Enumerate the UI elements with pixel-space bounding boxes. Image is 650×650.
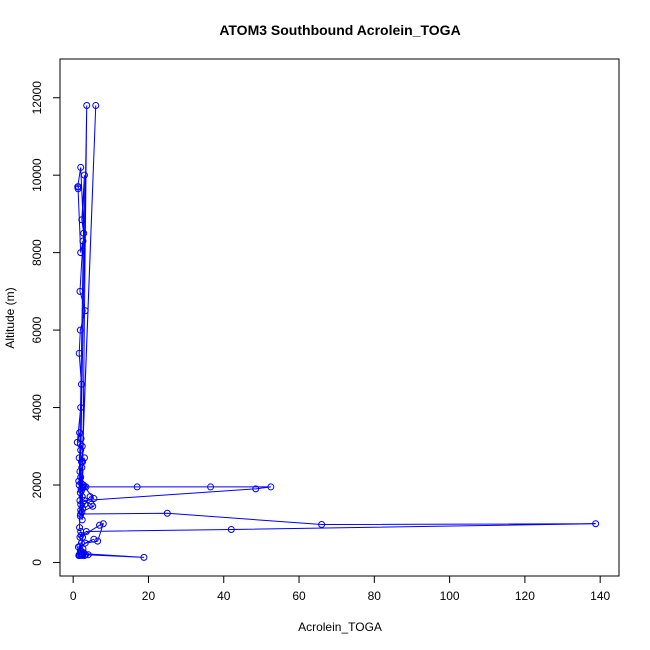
series-line bbox=[76, 105, 596, 558]
data-point bbox=[76, 547, 84, 555]
data-point bbox=[81, 307, 89, 315]
x-tick-label: 40 bbox=[217, 589, 231, 603]
data-point bbox=[78, 216, 86, 224]
y-axis-label: Altitude (m) bbox=[3, 287, 17, 348]
data-point bbox=[76, 489, 84, 497]
data-point bbox=[79, 483, 87, 491]
data-point bbox=[74, 185, 82, 193]
x-tick-label: 20 bbox=[142, 589, 156, 603]
x-tick-label: 120 bbox=[515, 589, 535, 603]
y-axis: 0 2000 4000 6000 8000 10000 12000 bbox=[30, 81, 61, 566]
y-tick-label: 6000 bbox=[30, 316, 44, 343]
data-point bbox=[83, 101, 91, 109]
y-tick-label: 10000 bbox=[30, 158, 44, 192]
data-point bbox=[78, 442, 86, 450]
data-point bbox=[133, 483, 141, 491]
data-point bbox=[80, 171, 88, 179]
data-point bbox=[76, 496, 84, 504]
data-point bbox=[92, 101, 100, 109]
y-tick-label: 4000 bbox=[30, 394, 44, 421]
data-point bbox=[77, 404, 85, 412]
x-tick-label: 140 bbox=[590, 589, 610, 603]
data-point bbox=[140, 553, 148, 561]
x-tick-label: 80 bbox=[368, 589, 382, 603]
data-point bbox=[252, 485, 260, 493]
chart-title: ATOM3 Southbound Acrolein_TOGA bbox=[219, 22, 460, 38]
y-tick-label: 0 bbox=[30, 559, 44, 566]
data-point bbox=[90, 535, 98, 543]
data-point bbox=[163, 509, 171, 517]
data-point bbox=[75, 477, 83, 485]
data-point bbox=[267, 483, 275, 491]
data-point bbox=[80, 229, 88, 237]
data-point bbox=[75, 349, 83, 357]
x-axis: 0 20 40 60 80 100 120 140 bbox=[70, 575, 611, 603]
data-point bbox=[77, 380, 85, 388]
y-tick-label: 2000 bbox=[30, 471, 44, 498]
data-point bbox=[76, 533, 84, 541]
data-point bbox=[78, 551, 86, 559]
series-layer bbox=[73, 101, 600, 561]
data-point bbox=[79, 237, 87, 245]
data-point bbox=[76, 326, 84, 334]
data-point bbox=[87, 500, 95, 508]
data-point bbox=[99, 520, 107, 528]
data-point bbox=[592, 520, 600, 528]
data-point bbox=[94, 537, 102, 545]
data-point bbox=[207, 483, 215, 491]
x-tick-label: 60 bbox=[292, 589, 306, 603]
data-point bbox=[76, 524, 84, 532]
data-point bbox=[78, 493, 86, 501]
x-tick-label: 100 bbox=[440, 589, 460, 603]
data-point bbox=[318, 520, 326, 528]
x-tick-label: 0 bbox=[70, 589, 77, 603]
y-tick-label: 8000 bbox=[30, 239, 44, 266]
data-point bbox=[80, 454, 88, 462]
data-point bbox=[227, 526, 235, 534]
data-point bbox=[86, 493, 94, 501]
data-point bbox=[89, 502, 97, 510]
y-tick-label: 12000 bbox=[30, 81, 44, 115]
x-axis-label: Acrolein_TOGA bbox=[298, 620, 382, 634]
data-point bbox=[78, 464, 86, 472]
data-point bbox=[80, 496, 88, 504]
data-point bbox=[81, 539, 89, 547]
data-point bbox=[82, 527, 90, 535]
plot-area bbox=[59, 58, 620, 577]
data-point bbox=[77, 249, 85, 257]
data-point bbox=[77, 510, 85, 518]
data-point bbox=[76, 287, 84, 295]
data-point bbox=[90, 495, 98, 503]
data-point bbox=[96, 521, 104, 529]
data-point bbox=[77, 446, 85, 454]
data-point bbox=[77, 163, 85, 171]
